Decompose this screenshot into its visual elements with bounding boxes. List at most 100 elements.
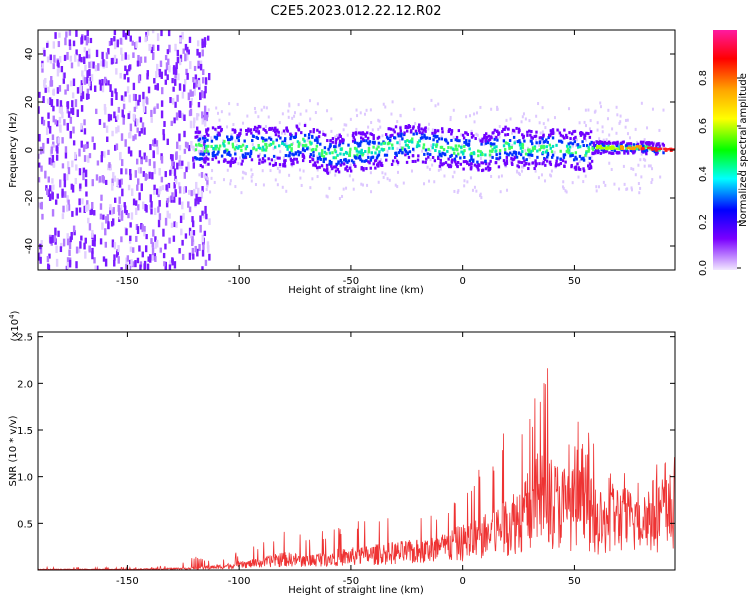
colorbar-tick-label: 0.2 xyxy=(698,214,709,230)
noise-mark xyxy=(191,247,195,256)
signal-mark xyxy=(604,150,607,154)
halo-mark xyxy=(595,189,598,193)
signal-mark xyxy=(457,152,460,156)
signal-mark xyxy=(315,137,319,141)
signal-mark xyxy=(263,154,267,158)
noise-mark xyxy=(124,139,127,147)
noise-mark xyxy=(175,112,179,121)
halo-mark xyxy=(598,137,601,141)
noise-mark xyxy=(171,257,174,263)
halo-mark xyxy=(601,125,604,129)
signal-mark xyxy=(396,141,399,145)
signal-mark xyxy=(417,125,421,129)
noise-mark xyxy=(208,253,211,261)
halo-mark xyxy=(288,102,291,106)
signal-mark xyxy=(589,130,593,134)
noise-mark xyxy=(40,165,43,172)
halo-mark xyxy=(236,102,239,106)
noise-mark xyxy=(114,144,117,151)
halo-mark xyxy=(403,146,406,150)
noise-mark xyxy=(91,136,94,143)
halo-mark xyxy=(207,108,210,112)
signal-mark xyxy=(481,168,485,172)
noise-mark xyxy=(61,188,64,196)
halo-mark xyxy=(218,118,221,122)
signal-mark xyxy=(216,152,219,156)
signal-mark xyxy=(491,148,494,152)
signal-mark xyxy=(563,128,566,132)
signal-mark xyxy=(554,164,557,168)
signal-mark xyxy=(587,147,591,151)
noise-mark xyxy=(129,246,133,252)
signal-mark xyxy=(428,136,431,140)
noise-mark xyxy=(46,255,50,263)
noise-mark xyxy=(130,212,134,220)
noise-mark xyxy=(163,121,166,127)
halo-mark xyxy=(597,185,600,189)
halo-mark xyxy=(562,186,565,190)
signal-mark xyxy=(228,138,232,142)
signal-mark xyxy=(299,151,302,155)
signal-mark xyxy=(369,166,372,170)
noise-mark xyxy=(52,41,56,49)
noise-mark xyxy=(122,30,125,38)
signal-mark xyxy=(207,157,210,161)
signal-mark xyxy=(309,153,313,157)
signal-mark xyxy=(206,150,210,154)
noise-mark xyxy=(71,211,74,217)
halo-mark xyxy=(589,119,592,123)
noise-mark xyxy=(156,146,159,155)
signal-mark xyxy=(436,129,440,133)
halo-mark xyxy=(640,101,643,105)
signal-mark xyxy=(477,154,480,158)
halo-mark xyxy=(302,169,305,173)
noise-mark xyxy=(143,230,146,237)
noise-mark xyxy=(44,170,47,179)
signal-mark xyxy=(439,158,442,162)
noise-mark xyxy=(67,204,71,211)
signal-mark xyxy=(241,155,245,159)
noise-mark xyxy=(187,161,190,170)
signal-mark xyxy=(247,127,250,131)
signal-mark xyxy=(322,160,325,164)
signal-mark xyxy=(274,145,277,149)
signal-mark xyxy=(582,156,585,160)
signal-mark xyxy=(399,129,403,133)
noise-mark xyxy=(64,152,68,159)
signal-mark xyxy=(336,153,339,157)
noise-mark xyxy=(111,130,114,137)
signal-mark xyxy=(470,155,473,159)
signal-mark xyxy=(377,162,380,166)
noise-mark xyxy=(109,204,112,211)
halo-mark xyxy=(265,106,268,110)
noise-mark xyxy=(112,172,115,179)
noise-mark xyxy=(204,205,207,214)
halo-mark xyxy=(429,158,432,162)
signal-mark xyxy=(412,125,415,129)
halo-mark xyxy=(198,173,201,177)
halo-mark xyxy=(541,130,544,134)
noise-mark xyxy=(66,261,70,270)
signal-mark xyxy=(441,130,444,134)
noise-mark xyxy=(52,115,55,123)
signal-mark xyxy=(307,136,311,140)
signal-mark xyxy=(567,142,570,146)
halo-mark xyxy=(366,183,369,187)
halo-mark xyxy=(460,133,463,137)
signal-mark xyxy=(510,145,513,149)
halo-mark xyxy=(410,169,413,173)
signal-mark xyxy=(268,136,271,140)
signal-mark xyxy=(477,163,481,167)
signal-mark xyxy=(503,127,506,131)
noise-mark xyxy=(135,158,139,165)
halo-mark xyxy=(234,139,237,143)
signal-mark xyxy=(502,159,506,163)
noise-mark xyxy=(188,36,192,43)
halo-mark xyxy=(524,117,527,121)
signal-mark xyxy=(258,158,261,162)
halo-mark xyxy=(377,127,380,131)
halo-mark xyxy=(309,186,312,190)
signal-mark xyxy=(631,149,634,153)
noise-mark xyxy=(90,74,94,82)
signal-mark xyxy=(291,152,294,156)
